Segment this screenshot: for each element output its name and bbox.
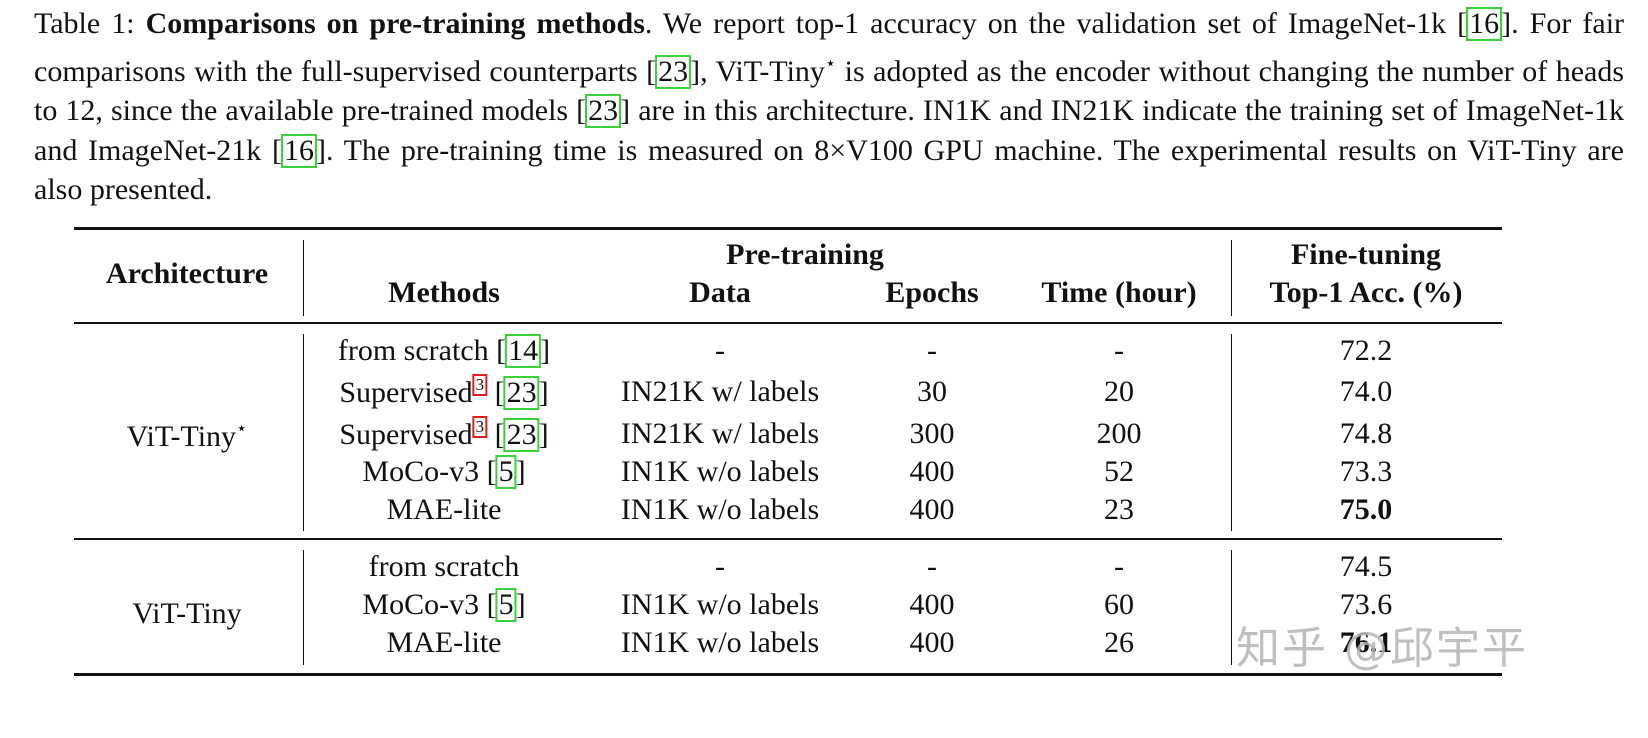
method-cell: MAE-lite [386,493,502,526]
epochs-cell: 400 [909,455,955,488]
header-methods: Methods [388,276,500,309]
method-cell: MoCo-v3 [5] [362,588,526,622]
table-caption: Table 1: Comparisons on pre-training met… [34,4,1624,210]
accuracy-cell: 73.6 [1339,588,1393,621]
column-divider [303,240,304,316]
time-cell: 200 [1096,417,1142,450]
caption-text: is adopted as the encoder without changi… [34,54,1625,128]
accuracy-cell-best: 76.1 [1339,626,1393,659]
time-cell: 26 [1104,626,1134,659]
data-cell: - [715,334,725,367]
citation-link[interactable]: 14 [505,334,542,368]
column-divider [303,550,304,665]
method-cell: MAE-lite [386,626,502,659]
epochs-cell: 400 [909,626,955,659]
time-cell: 60 [1104,588,1134,621]
header-finetuning: Fine-tuning [1290,238,1442,271]
accuracy-cell: 74.0 [1339,375,1393,408]
header-time: Time (hour) [1041,276,1197,309]
footnote-link[interactable]: 3 [472,416,488,438]
column-divider [1231,334,1232,531]
citation-link[interactable]: 16 [280,133,317,168]
footnote-link[interactable]: 3 [472,374,488,396]
method-cell: Supervised 3 [23] [339,374,549,410]
caption-text: ] are in this architecture. IN1K and IN2… [34,94,1624,167]
data-cell: IN1K w/o labels [620,626,820,659]
epochs-cell: 400 [909,493,955,526]
architecture-label: ViT-Tiny [132,597,242,630]
header-pretraining: Pre-training [726,238,884,271]
time-cell: 23 [1104,493,1134,526]
star-superscript: ⋆ [824,52,837,73]
citation-link[interactable]: 23 [503,376,540,410]
caption-title: Comparisons on pre-training methods [145,7,645,40]
accuracy-cell-best: 75.0 [1339,493,1393,526]
epochs-cell: 30 [917,375,947,408]
table-bottom-rule [74,673,1502,676]
time-cell: 20 [1104,375,1134,408]
header-epochs: Epochs [885,276,979,309]
citation-link[interactable]: 16 [1466,7,1503,41]
epochs-cell: - [927,334,937,367]
citation-link[interactable]: 23 [655,54,692,89]
epochs-cell: - [927,550,937,583]
header-data: Data [689,276,751,309]
accuracy-cell: 72.2 [1339,334,1393,367]
table-top-rule [74,227,1502,230]
data-cell: IN1K w/o labels [620,588,820,621]
caption-label: Table 1: [34,7,135,40]
data-cell: IN1K w/o labels [620,493,820,526]
citation-link[interactable]: 5 [495,455,517,489]
header-bottom-rule [74,322,1502,324]
caption-text: ]. The pre-training time is measured on … [34,133,1624,207]
accuracy-cell: 74.8 [1339,417,1393,450]
data-cell: IN21K w/ labels [620,375,820,408]
data-cell: IN21K w/ labels [620,417,820,450]
time-cell: - [1114,334,1124,367]
group-separator-rule [74,538,1502,540]
data-cell: - [715,550,725,583]
watermark: 知乎 @邱宇平 [1236,623,1528,674]
accuracy-cell: 74.5 [1339,550,1393,583]
data-cell: IN1K w/o labels [620,455,820,488]
caption-text: ]. For fair comparisons with the full-su… [34,7,1625,88]
citation-link[interactable]: 5 [495,588,517,622]
epochs-cell: 300 [909,417,955,450]
header-architecture: Architecture [105,257,269,290]
citation-link[interactable]: 23 [503,418,540,452]
epochs-cell: 400 [909,588,955,621]
column-divider [1231,550,1232,665]
architecture-label: ViT-Tiny⋆ [126,418,248,453]
method-cell: MoCo-v3 [5] [362,455,526,489]
column-divider [1231,240,1232,316]
accuracy-cell: 73.3 [1339,455,1393,488]
caption-text: ], ViT-Tiny [690,54,825,88]
citation-link[interactable]: 23 [585,94,622,128]
time-cell: 52 [1104,455,1134,488]
caption-text: . We report top-1 accuracy on the valida… [644,7,1468,40]
method-cell: Supervised 3 [23] [339,416,549,452]
header-top1-acc: Top-1 Acc. (%) [1269,276,1463,309]
column-divider [303,334,304,531]
time-cell: - [1114,550,1124,583]
method-cell: from scratch [368,550,520,583]
method-cell: from scratch [14] [337,334,551,368]
